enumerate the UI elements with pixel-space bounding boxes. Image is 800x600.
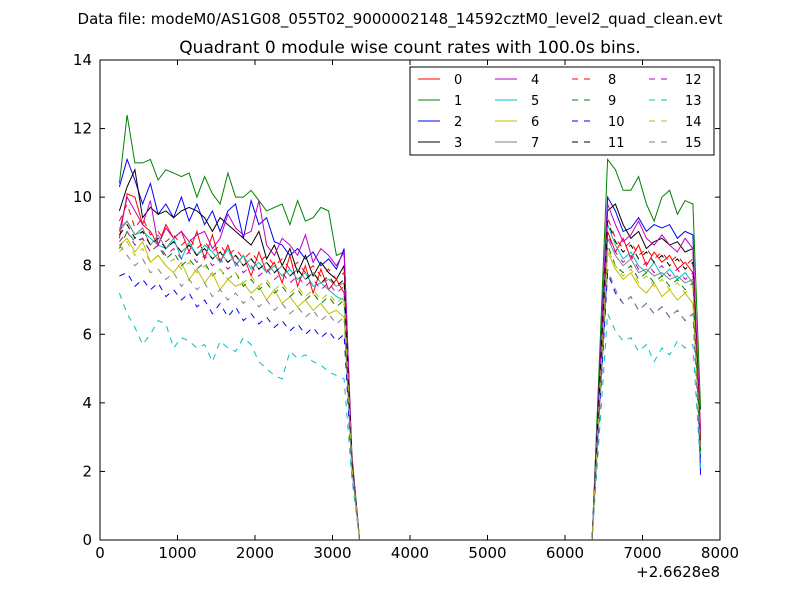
plot-area bbox=[118, 114, 702, 541]
y-tick-label: 2 bbox=[82, 462, 92, 480]
legend-label-3: 3 bbox=[454, 136, 462, 151]
series-line-13 bbox=[118, 292, 702, 541]
series-line-5 bbox=[119, 220, 702, 541]
chart-title: Quadrant 0 module wise count rates with … bbox=[179, 38, 640, 58]
y-tick-label: 4 bbox=[82, 394, 92, 412]
y-tick-label: 0 bbox=[82, 531, 92, 549]
legend-label-9: 9 bbox=[608, 94, 616, 109]
x-tick-label: 7000 bbox=[623, 544, 661, 562]
y-tick-label: 12 bbox=[73, 120, 92, 138]
legend-box bbox=[409, 66, 715, 156]
series-line-6 bbox=[119, 237, 702, 541]
x-tick-label: 3000 bbox=[313, 544, 351, 562]
x-tick-label: 8000 bbox=[701, 544, 739, 562]
x-tick-label: 4000 bbox=[391, 544, 429, 562]
x-tick-label: 5000 bbox=[468, 544, 506, 562]
series-line-4 bbox=[118, 195, 702, 541]
x-tick-label: 6000 bbox=[546, 544, 584, 562]
series-line-7 bbox=[118, 220, 702, 541]
x-axis-offset-label: +2.6628e8 bbox=[636, 563, 720, 581]
legend-label-12: 12 bbox=[685, 73, 702, 88]
series-line-9 bbox=[118, 230, 702, 541]
x-tick-label: 1000 bbox=[158, 544, 196, 562]
series-line-1 bbox=[118, 114, 702, 541]
series-line-12 bbox=[118, 230, 702, 541]
legend-label-10: 10 bbox=[608, 115, 625, 130]
axis-ticks: 0 1000 2000 3000 4000 5000 6000 7000 80000246810… bbox=[73, 51, 739, 562]
legend-label-2: 2 bbox=[454, 115, 462, 130]
legend-label-5: 5 bbox=[531, 94, 539, 109]
legend-label-7: 7 bbox=[531, 136, 539, 151]
series-line-3 bbox=[118, 167, 702, 541]
legend-label-15: 15 bbox=[685, 136, 702, 151]
legend-label-8: 8 bbox=[608, 73, 616, 88]
legend-label-13: 13 bbox=[685, 94, 702, 109]
series-line-10 bbox=[119, 271, 702, 541]
legend-label-6: 6 bbox=[531, 115, 539, 130]
legend-label-1: 1 bbox=[454, 94, 462, 109]
y-tick-label: 14 bbox=[73, 51, 92, 69]
series-line-2 bbox=[118, 157, 702, 541]
series-line-11 bbox=[118, 220, 702, 541]
legend-label-11: 11 bbox=[608, 136, 625, 151]
series-line-14 bbox=[118, 240, 702, 541]
y-tick-label: 10 bbox=[73, 188, 92, 206]
series-line-0 bbox=[118, 192, 702, 541]
y-tick-label: 6 bbox=[82, 325, 92, 343]
file-title: Data file: modeM0/AS1G08_055T02_90000021… bbox=[78, 10, 723, 29]
legend-label-4: 4 bbox=[531, 73, 539, 88]
y-tick-label: 8 bbox=[82, 257, 92, 275]
x-tick-label: 0 bbox=[95, 544, 105, 562]
legend-label-0: 0 bbox=[454, 73, 462, 88]
series-line-8 bbox=[118, 202, 702, 541]
legend-label-14: 14 bbox=[685, 115, 702, 130]
series-line-15 bbox=[118, 244, 702, 541]
x-tick-label: 2000 bbox=[236, 544, 274, 562]
